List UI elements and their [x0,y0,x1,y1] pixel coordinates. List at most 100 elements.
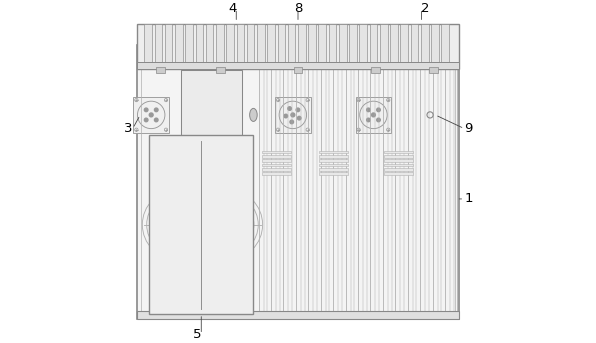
Circle shape [377,118,380,122]
Bar [216,67,225,73]
Bar [149,161,177,163]
Bar [188,164,228,167]
Circle shape [296,108,300,111]
Circle shape [199,109,201,111]
Circle shape [367,118,370,122]
Bar [262,168,291,171]
Circle shape [154,118,158,122]
Bar [141,49,455,315]
Bar [257,24,265,62]
Circle shape [290,120,293,124]
Bar [262,159,291,162]
Bar [421,24,429,62]
Bar [319,164,347,166]
Bar [156,67,165,73]
Bar [339,24,346,62]
Bar [188,161,228,163]
Bar [188,173,228,175]
Bar [319,151,347,154]
Circle shape [284,114,288,118]
Bar [384,155,413,158]
Bar [431,24,439,62]
Circle shape [377,108,380,111]
Circle shape [204,109,206,111]
Bar [216,24,224,62]
Circle shape [225,222,230,227]
Bar [380,24,387,62]
Bar [206,24,213,62]
Bar [137,311,459,319]
Bar [247,24,254,62]
Text: 4: 4 [228,2,236,15]
Bar [349,24,357,62]
Bar [308,24,316,62]
Bar [149,152,177,155]
Bar [188,156,228,159]
Bar [154,24,162,62]
Text: 2: 2 [421,2,430,15]
Bar [229,69,235,151]
Circle shape [175,222,180,227]
Ellipse shape [250,108,257,121]
Bar [384,172,413,175]
Bar [429,67,438,73]
Bar [390,24,398,62]
Bar [188,152,228,155]
Bar [267,24,275,62]
Bar [318,24,326,62]
Bar [384,168,413,171]
Bar [262,164,291,166]
Bar [134,97,169,133]
Text: 9: 9 [464,122,473,135]
Bar [188,168,228,171]
Bar [359,24,367,62]
Bar [262,155,291,158]
Bar [411,24,418,62]
Circle shape [144,108,148,111]
Bar [185,24,193,62]
Circle shape [204,114,206,116]
Bar [149,173,177,175]
Bar [288,24,296,62]
Text: 3: 3 [124,122,133,135]
Text: 8: 8 [294,2,302,15]
Bar [370,24,377,62]
Circle shape [209,109,212,111]
Bar [191,100,220,129]
Bar [356,97,392,133]
Text: 5: 5 [193,328,201,341]
Bar [278,24,285,62]
Bar [137,45,459,319]
Bar [181,70,242,146]
Bar [144,24,152,62]
Circle shape [144,118,148,122]
Bar [442,24,449,62]
Circle shape [199,114,201,116]
Bar [137,62,459,69]
Bar [149,135,253,314]
Text: 1: 1 [464,192,473,205]
Bar [149,156,177,159]
Bar [401,24,408,62]
Circle shape [288,107,291,110]
Bar [298,24,306,62]
Circle shape [204,119,206,121]
Bar [262,172,291,175]
Circle shape [367,108,370,111]
Bar [319,172,347,175]
Bar [137,24,459,69]
Circle shape [149,113,153,117]
Bar [226,24,234,62]
Bar [384,151,413,154]
Circle shape [199,119,201,121]
Bar [149,168,177,171]
Bar [175,24,182,62]
Bar [319,168,347,171]
Bar [275,97,311,133]
Bar [329,24,336,62]
Circle shape [291,113,295,117]
Bar [149,164,177,167]
Bar [384,164,413,166]
Circle shape [371,113,375,117]
Bar [319,155,347,158]
